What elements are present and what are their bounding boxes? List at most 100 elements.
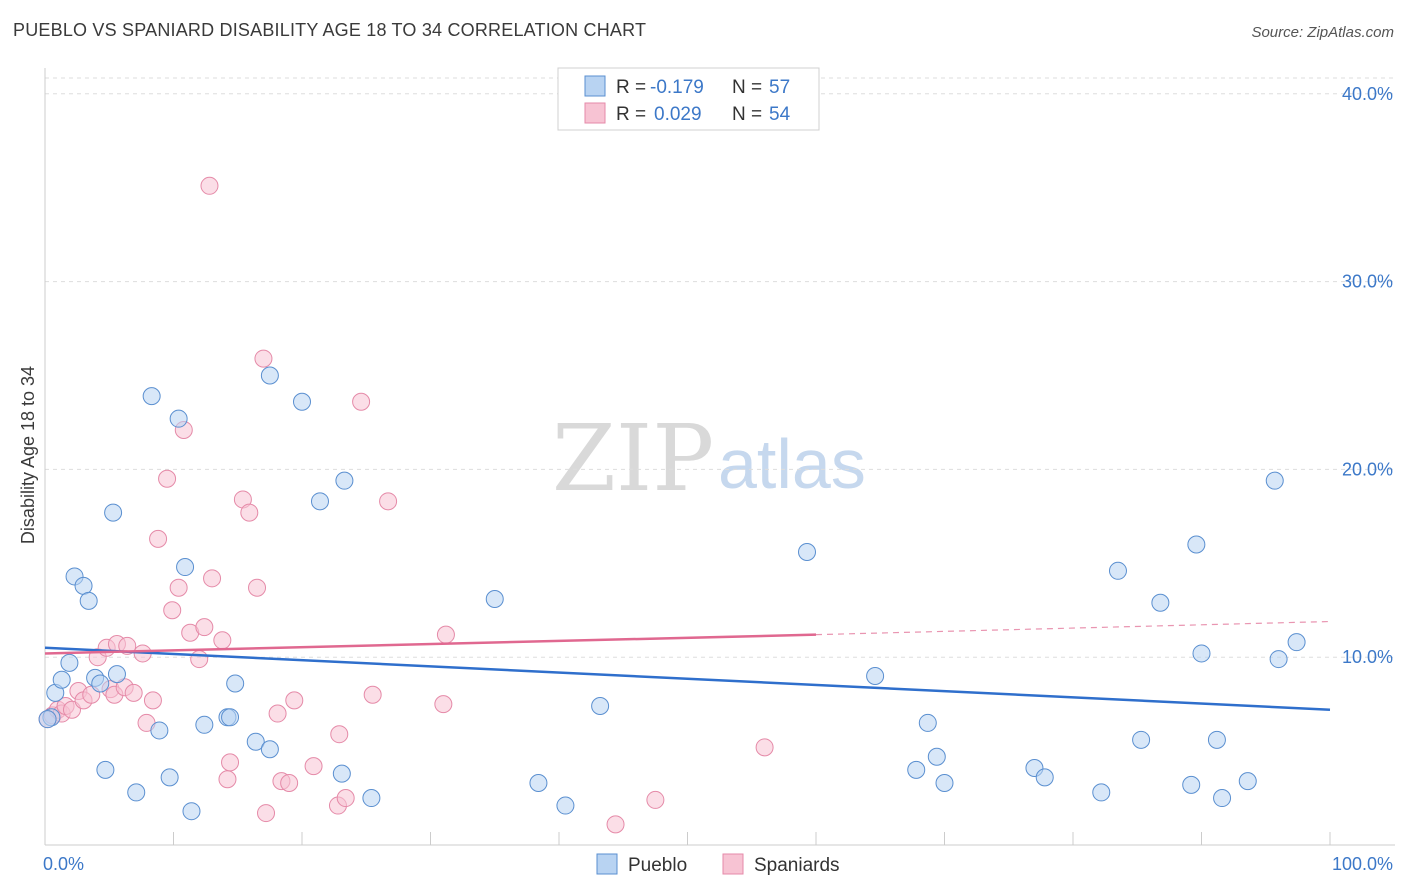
spaniard-point — [213, 631, 232, 650]
pueblo-point — [1213, 789, 1232, 808]
pueblo-point — [907, 760, 926, 779]
pueblo-point — [918, 713, 937, 732]
spaniard-point — [646, 790, 665, 809]
spaniard-point — [124, 683, 143, 702]
pueblo-point — [246, 732, 265, 751]
pueblo-n-value: 57 — [769, 77, 790, 98]
spaniard-point — [149, 529, 168, 548]
spaniard-point — [436, 625, 455, 644]
trend-layer — [44, 620, 1331, 712]
spaniard-point — [158, 469, 177, 488]
spaniard-r-value: 0.029 — [654, 104, 702, 125]
y-tick-label: 10.0% — [1342, 647, 1393, 667]
pueblo-point — [1035, 768, 1054, 787]
spaniard-point — [218, 770, 237, 789]
watermark-zip: ZIP — [552, 405, 714, 512]
pueblo-point — [260, 366, 279, 385]
pueblo-point — [798, 543, 817, 562]
spaniard-point — [221, 753, 240, 772]
pueblo-point — [226, 674, 245, 693]
pueblo-point — [529, 774, 548, 793]
pueblo-trend-line — [44, 646, 1331, 712]
pueblo-point — [1207, 730, 1226, 749]
pueblo-point — [485, 589, 504, 608]
pueblo-point — [127, 783, 146, 802]
pueblo-point — [591, 697, 610, 716]
pueblo-r-label: R = — [616, 77, 646, 98]
spaniard-legend-swatch — [584, 102, 606, 124]
spaniard-point — [336, 789, 355, 808]
spaniard-point — [755, 738, 774, 757]
spaniard-series-label[interactable]: Spaniards — [754, 855, 840, 876]
spaniard-point — [254, 349, 273, 368]
spaniard-point — [248, 578, 267, 597]
pueblo-point — [1182, 775, 1201, 794]
spaniard-point — [203, 569, 222, 588]
pueblo-point — [176, 558, 195, 577]
spaniard-point — [285, 691, 304, 710]
pueblo-legend-swatch — [584, 75, 606, 97]
spaniard-point — [257, 804, 276, 823]
spaniard-point — [352, 392, 371, 411]
pueblo-point — [96, 760, 115, 779]
pueblo-point — [107, 665, 126, 684]
pueblo-series-label[interactable]: Pueblo — [628, 855, 687, 876]
pueblo-point — [79, 591, 98, 610]
spaniard-point — [268, 704, 287, 723]
pueblo-point — [1265, 471, 1284, 490]
spaniard-r-label: R = — [616, 104, 646, 125]
pueblo-point — [182, 802, 201, 821]
pueblo-point — [60, 653, 79, 672]
pueblo-point — [1269, 650, 1288, 669]
pueblo-r-value: -0.179 — [650, 77, 704, 98]
pueblo-point — [74, 576, 93, 595]
pueblo-point — [195, 715, 214, 734]
pueblo-point — [1132, 730, 1151, 749]
pueblo-point — [1151, 593, 1170, 612]
spaniard-point — [606, 815, 625, 834]
series-legend: Pueblo Spaniards — [596, 853, 840, 876]
pueblo-point — [142, 387, 161, 406]
spaniard-trend-line — [44, 633, 817, 655]
y-tick-label: 20.0% — [1342, 459, 1393, 479]
spaniard-point — [363, 685, 382, 704]
pueblo-point — [1238, 772, 1257, 791]
pueblo-point — [104, 503, 123, 522]
spaniard-point — [434, 695, 453, 714]
spaniard-point — [200, 176, 219, 195]
pueblo-point — [310, 492, 329, 511]
pueblo-point — [935, 774, 954, 793]
pueblo-point — [38, 710, 57, 729]
pueblo-point — [169, 409, 188, 428]
chart-title: PUEBLO VS SPANIARD DISABILITY AGE 18 TO … — [13, 20, 647, 40]
spaniard-n-label: N = — [732, 104, 762, 125]
pueblo-point — [293, 392, 311, 411]
pueblo-series-swatch[interactable] — [596, 853, 618, 875]
y-axis-label: Disability Age 18 to 34 — [18, 366, 38, 544]
pueblo-point — [150, 721, 169, 740]
pueblo-point — [927, 747, 946, 766]
spaniard-point — [379, 492, 398, 511]
spaniard-point — [240, 503, 259, 522]
spaniard-point — [169, 578, 188, 597]
y-tick-label: 40.0% — [1342, 84, 1393, 104]
spaniard-n-value: 54 — [769, 104, 791, 125]
pueblo-point — [1192, 644, 1211, 663]
source-credit: Source: ZipAtlas.com — [1251, 24, 1394, 41]
pueblo-point — [335, 471, 354, 490]
spaniard-trend-extension — [815, 620, 1331, 636]
watermark-atlas: atlas — [718, 425, 866, 503]
spaniard-series-swatch[interactable] — [722, 853, 744, 875]
pueblo-point — [1108, 561, 1127, 580]
pueblo-points — [38, 366, 1306, 821]
pueblo-point — [556, 796, 575, 815]
pueblo-n-label: N = — [732, 77, 762, 98]
pueblo-point — [52, 670, 71, 689]
spaniard-point — [304, 757, 323, 776]
tick-layer: 10.0% 20.0% 30.0% 40.0% 0.0% 100.0% — [43, 84, 1393, 874]
spaniard-point — [280, 774, 299, 793]
y-tick-label: 30.0% — [1342, 272, 1393, 292]
pueblo-point — [221, 708, 240, 727]
pueblo-point — [91, 674, 110, 693]
pueblo-point — [1092, 783, 1111, 802]
